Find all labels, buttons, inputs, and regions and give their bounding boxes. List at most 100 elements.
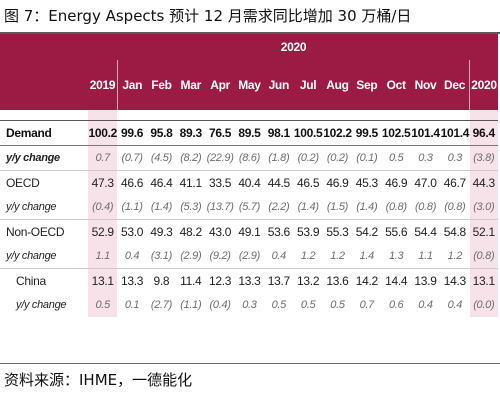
table-cell: 1.1 xyxy=(88,244,118,269)
table-cell: 46.7 xyxy=(440,170,470,195)
column-header-row: 2019 Jan Feb Mar Apr May Jun Jul Aug Sep… xyxy=(0,60,498,110)
table-cell: 102.5 xyxy=(381,120,411,146)
table-cell: (1.4) xyxy=(150,201,172,213)
table-cell: 44.3 xyxy=(469,170,498,195)
table-row-oecd-yoy: y/y change (0.4) (1.1) (1.4) (5.3) (13.7) (5.7… xyxy=(0,195,498,220)
table-body: Demand 100.2 99.6 95.8 89.3 76.5 89.5 98.1 100.5… xyxy=(0,120,498,317)
table-cell: (1.1) xyxy=(121,201,143,213)
table-cell: 0.5 xyxy=(330,299,345,311)
table-cell: 96.4 xyxy=(469,120,498,146)
table-cell: 52.1 xyxy=(469,219,498,244)
row-label: Demand xyxy=(0,120,89,146)
table-cell: 1.4 xyxy=(359,250,375,262)
table-cell: 76.5 xyxy=(205,120,235,146)
table-cell: (4.5) xyxy=(150,152,172,164)
table-cell: 0.5 xyxy=(88,293,118,317)
table-cell: (0.8) xyxy=(385,201,407,213)
table-cell: 89.3 xyxy=(176,120,206,146)
header-label-blank xyxy=(0,60,89,110)
row-label: y/y change xyxy=(6,152,60,164)
column-header: Sep xyxy=(352,60,382,110)
table-cell: (3.0) xyxy=(469,195,498,220)
table-cell: 1.2 xyxy=(300,250,316,262)
table-row-demand: Demand 100.2 99.6 95.8 89.3 76.5 89.5 98.1 100.5… xyxy=(0,120,498,146)
column-header: Dec xyxy=(440,60,470,110)
row-label: OECD xyxy=(0,170,89,195)
table-cell: 13.9 xyxy=(410,268,441,293)
table-cell: 0.7 xyxy=(88,145,118,171)
table-cell: 0.7 xyxy=(359,299,375,311)
table-cell: 11.4 xyxy=(176,268,206,293)
table-cell: 55.6 xyxy=(381,219,411,244)
table-cell: (0.7) xyxy=(121,152,143,164)
table-cell: (0.8) xyxy=(444,201,466,213)
table-cell: 14.3 xyxy=(440,268,470,293)
table-cell: 0.4 xyxy=(447,299,463,311)
table-cell: 102.2 xyxy=(322,120,353,146)
table-cell: 0.4 xyxy=(124,250,140,262)
row-label: Non-OECD xyxy=(0,219,89,244)
row-label: y/y change xyxy=(16,299,67,311)
table-cell: (8.2) xyxy=(180,152,202,164)
table-cell: 98.1 xyxy=(264,120,294,146)
table-cell: 33.5 xyxy=(205,170,235,195)
column-header: Feb xyxy=(146,60,177,110)
table-row-china-yoy: y/y change 0.5 0.1 (2.7) (1.1) (0.4) 0.3 0.5 0.5… xyxy=(0,293,498,317)
table-cell: (5.3) xyxy=(180,201,202,213)
table-cell: 1.1 xyxy=(418,250,433,262)
table-cell: 46.9 xyxy=(322,170,353,195)
table-cell: (13.7) xyxy=(206,201,234,213)
column-header: 2020 xyxy=(469,60,498,110)
table-cell: 14.2 xyxy=(352,268,382,293)
table-cell: 0.1 xyxy=(124,299,140,311)
group-header-row: 2020 xyxy=(0,34,498,60)
table-row-demand-yoy: y/y change 0.7 (0.7) (4.5) (8.2) (22.9) (8.6) (… xyxy=(0,145,498,171)
table-cell: 49.1 xyxy=(234,219,265,244)
table-cell: 99.5 xyxy=(352,120,382,146)
table-cell: (2.9) xyxy=(180,250,202,262)
table-cell: (5.7) xyxy=(238,201,260,213)
table-cell: 13.3 xyxy=(117,268,147,293)
table-cell: 47.0 xyxy=(410,170,441,195)
table-cell: 46.6 xyxy=(117,170,147,195)
table-cell: (1.8) xyxy=(268,152,290,164)
table-cell: (0.2) xyxy=(297,152,319,164)
row-label: China xyxy=(0,268,89,293)
table-cell: 48.2 xyxy=(176,219,206,244)
table-cell: (2.2) xyxy=(268,201,290,213)
group-header-2020: 2020 xyxy=(117,34,470,60)
table-cell: (8.6) xyxy=(238,152,260,164)
table-cell: 0.4 xyxy=(418,299,433,311)
table-row-oecd: OECD 47.3 46.6 46.4 41.1 33.5 40.4 44.5 46.5 46.9… xyxy=(0,170,498,195)
table-cell: 0.5 xyxy=(271,299,287,311)
table-cell: 40.4 xyxy=(234,170,265,195)
table-cell: 89.5 xyxy=(234,120,265,146)
table-cell: 1.2 xyxy=(330,250,345,262)
table-cell: (2.9) xyxy=(238,250,260,262)
column-header: Mar xyxy=(176,60,206,110)
table-row-china: China 13.1 13.3 9.8 11.4 12.3 13.3 13.7 13.2 13.6… xyxy=(0,268,498,293)
demand-table-container: 2020 2019 Jan Feb Mar Apr May Jun Jul Au… xyxy=(0,34,500,362)
table-cell: (3.1) xyxy=(150,250,172,262)
table-cell: 53.6 xyxy=(264,219,294,244)
column-header: Nov xyxy=(410,60,441,110)
table-cell: 14.4 xyxy=(381,268,411,293)
table-cell: 46.9 xyxy=(381,170,411,195)
table-row-non-oecd-yoy: y/y change 1.1 0.4 (3.1) (2.9) (9.2) (2.9) 0.4 1… xyxy=(0,244,498,269)
table-cell: 0.6 xyxy=(388,299,404,311)
table-cell: 0.5 xyxy=(388,152,404,164)
table-cell: (1.4) xyxy=(297,201,319,213)
table-cell: 53.0 xyxy=(117,219,147,244)
table-cell: 0.3 xyxy=(447,152,463,164)
table-cell: 45.3 xyxy=(352,170,382,195)
title-rule xyxy=(0,32,500,34)
spacer-row xyxy=(0,110,498,121)
table-cell: (0.8) xyxy=(414,201,437,213)
table-cell: 101.4 xyxy=(440,120,470,146)
column-header: Apr xyxy=(205,60,235,110)
table-cell: 13.1 xyxy=(469,268,498,293)
table-cell: 54.8 xyxy=(440,219,470,244)
table-cell: 100.2 xyxy=(88,120,118,146)
column-header: Aug xyxy=(322,60,353,110)
table-cell: 0.4 xyxy=(271,250,287,262)
